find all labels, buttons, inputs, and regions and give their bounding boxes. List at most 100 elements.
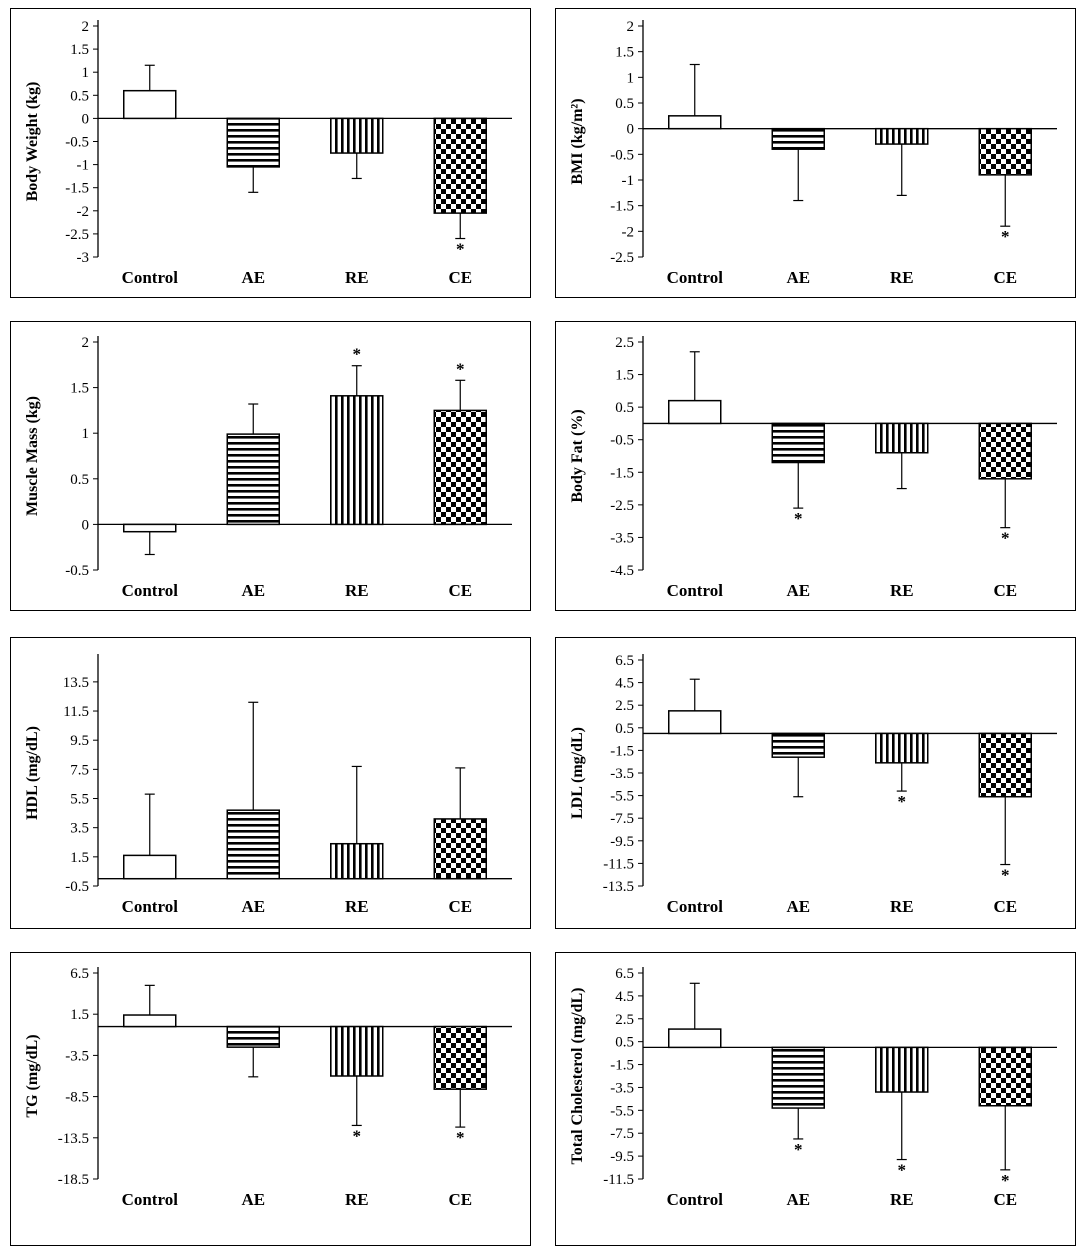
y-tick-label: 0.5 — [615, 96, 634, 112]
y-tick-label: 6.5 — [615, 966, 634, 982]
y-tick-label: -1.5 — [610, 743, 634, 759]
y-tick-label: -2.5 — [610, 250, 634, 266]
category-label-re: RE — [890, 897, 914, 916]
significance-star: * — [898, 1161, 907, 1180]
y-tick-label: -3.5 — [610, 1080, 634, 1096]
y-tick-label: -2 — [77, 204, 90, 220]
bar-re — [875, 422, 929, 454]
y-tick-label: 2.5 — [615, 698, 634, 714]
chart-muscle-mass: 2 1.5 1 0.5 0 -0.5 Muscle Mass (kg) Control AE * R… — [24, 335, 512, 600]
y-tick-label: -3.5 — [610, 530, 634, 546]
category-label-re: RE — [345, 1190, 369, 1209]
chart-panel-hdl: 13.5 11.5 9.5 7.5 5.5 3.5 1.5 -0.5 HDL (mg/dL) Co… — [10, 637, 531, 929]
significance-star: * — [1001, 529, 1010, 548]
y-tick-label: 0 — [82, 111, 90, 127]
category-label-ce: CE — [993, 1190, 1017, 1209]
bar-control — [123, 1014, 177, 1028]
bar-control — [668, 710, 722, 735]
bar-ae — [771, 732, 825, 758]
category-label-control: Control — [122, 897, 179, 916]
y-tick-label: -0.5 — [65, 563, 89, 579]
bar-re — [875, 127, 929, 145]
bar-ae — [226, 433, 280, 526]
y-tick-label: -9.5 — [610, 834, 634, 850]
chart-panel-bmi: 2 1.5 1 0.5 0 -0.5 -1 -1.5 -2 -2.5 BMI (kg/m²) Cont… — [555, 8, 1076, 298]
y-tick-label: -2.5 — [65, 227, 89, 243]
category-label-ae: AE — [786, 897, 810, 916]
y-tick-label: 6.5 — [70, 966, 89, 982]
bar-re — [330, 1025, 384, 1077]
y-tick-label: -3.5 — [65, 1048, 89, 1064]
bar-ce — [978, 1046, 1032, 1107]
y-axis-label: TG (mg/dL) — [24, 1034, 41, 1117]
y-tick-label: -0.5 — [610, 433, 634, 449]
y-tick-label: 2.5 — [615, 1012, 634, 1028]
significance-star: * — [456, 240, 465, 259]
category-label-ae: AE — [241, 581, 265, 600]
category-label-control: Control — [667, 897, 724, 916]
bar-ce — [433, 117, 487, 214]
y-tick-label: 13.5 — [63, 675, 89, 691]
y-tick-label: -7.5 — [610, 1126, 634, 1142]
category-label-ce: CE — [448, 1190, 472, 1209]
bar-ce — [433, 818, 487, 880]
y-tick-label: -0.5 — [610, 147, 634, 163]
y-tick-label: 1 — [82, 65, 90, 81]
category-label-re: RE — [345, 581, 369, 600]
y-tick-label: -13.5 — [58, 1131, 89, 1147]
significance-star: * — [456, 359, 465, 378]
y-tick-label: 3.5 — [70, 821, 89, 837]
bar-ae — [226, 117, 280, 168]
significance-star: * — [456, 1128, 465, 1147]
y-tick-label: 2 — [82, 335, 90, 351]
bar-control — [668, 115, 722, 130]
y-tick-label: 0.5 — [70, 88, 89, 104]
category-label-control: Control — [122, 268, 179, 287]
chart-panel-tg: 6.5 1.5 -3.5 -8.5 -13.5 -18.5 TG (mg/dL) Contro… — [10, 952, 531, 1246]
bar-control — [123, 523, 177, 533]
y-tick-label: 6.5 — [615, 653, 634, 669]
y-tick-label: 2 — [627, 19, 635, 35]
bar-control — [668, 1028, 722, 1049]
y-axis-label: Body Weight (kg) — [24, 82, 41, 202]
bar-control — [123, 89, 177, 120]
chart-ldl: 6.5 4.5 2.5 0.5 -1.5 -3.5 -5.5 -7.5 -9.5 -11.5 -13… — [569, 653, 1057, 916]
y-tick-label: 0.5 — [70, 472, 89, 488]
significance-star: * — [353, 1126, 362, 1145]
y-tick-label: -1 — [622, 173, 635, 189]
chart-panel-ldl: 6.5 4.5 2.5 0.5 -1.5 -3.5 -5.5 -7.5 -9.5 -11.5 -13… — [555, 637, 1076, 929]
bar-ae — [226, 809, 280, 880]
y-tick-label: -11.5 — [603, 856, 634, 872]
chart-hdl: 13.5 11.5 9.5 7.5 5.5 3.5 1.5 -0.5 HDL (mg/dL) Co… — [24, 654, 512, 916]
y-tick-label: -1.5 — [65, 181, 89, 197]
bar-ce — [978, 422, 1032, 480]
significance-star: * — [1001, 866, 1010, 885]
y-tick-label: 2 — [82, 19, 90, 35]
y-tick-label: -3 — [77, 250, 90, 266]
y-axis-label: Muscle Mass (kg) — [24, 396, 41, 516]
category-label-re: RE — [890, 268, 914, 287]
y-tick-label: -1.5 — [610, 1058, 634, 1074]
y-tick-label: 0.5 — [615, 400, 634, 416]
bar-ae — [771, 422, 825, 464]
y-axis-label: Body Fat (%) — [569, 409, 586, 502]
y-tick-label: 1.5 — [70, 381, 89, 397]
y-tick-label: 1.5 — [70, 1007, 89, 1023]
category-label-ae: AE — [241, 897, 265, 916]
y-tick-label: 11.5 — [63, 704, 89, 720]
category-label-ce: CE — [993, 268, 1017, 287]
y-tick-label: -7.5 — [610, 811, 634, 827]
y-tick-label: 4.5 — [615, 989, 634, 1005]
y-axis-label: Total Cholesterol (mg/dL) — [569, 988, 586, 1165]
y-tick-label: 4.5 — [615, 676, 634, 692]
chart-panel-body-weight: 2 1.5 1 0.5 0 -0.5 -1 -1.5 -2 -2.5 -3 Body Weight (… — [10, 8, 531, 298]
y-tick-label: -11.5 — [603, 1172, 634, 1188]
category-label-ce: CE — [448, 581, 472, 600]
bar-ce — [433, 1025, 487, 1090]
y-tick-label: 0.5 — [615, 1035, 634, 1051]
category-label-control: Control — [122, 581, 179, 600]
y-tick-label: 1.5 — [70, 42, 89, 58]
y-tick-label: -1 — [77, 158, 90, 174]
category-label-ae: AE — [786, 581, 810, 600]
category-label-ae: AE — [786, 1190, 810, 1209]
